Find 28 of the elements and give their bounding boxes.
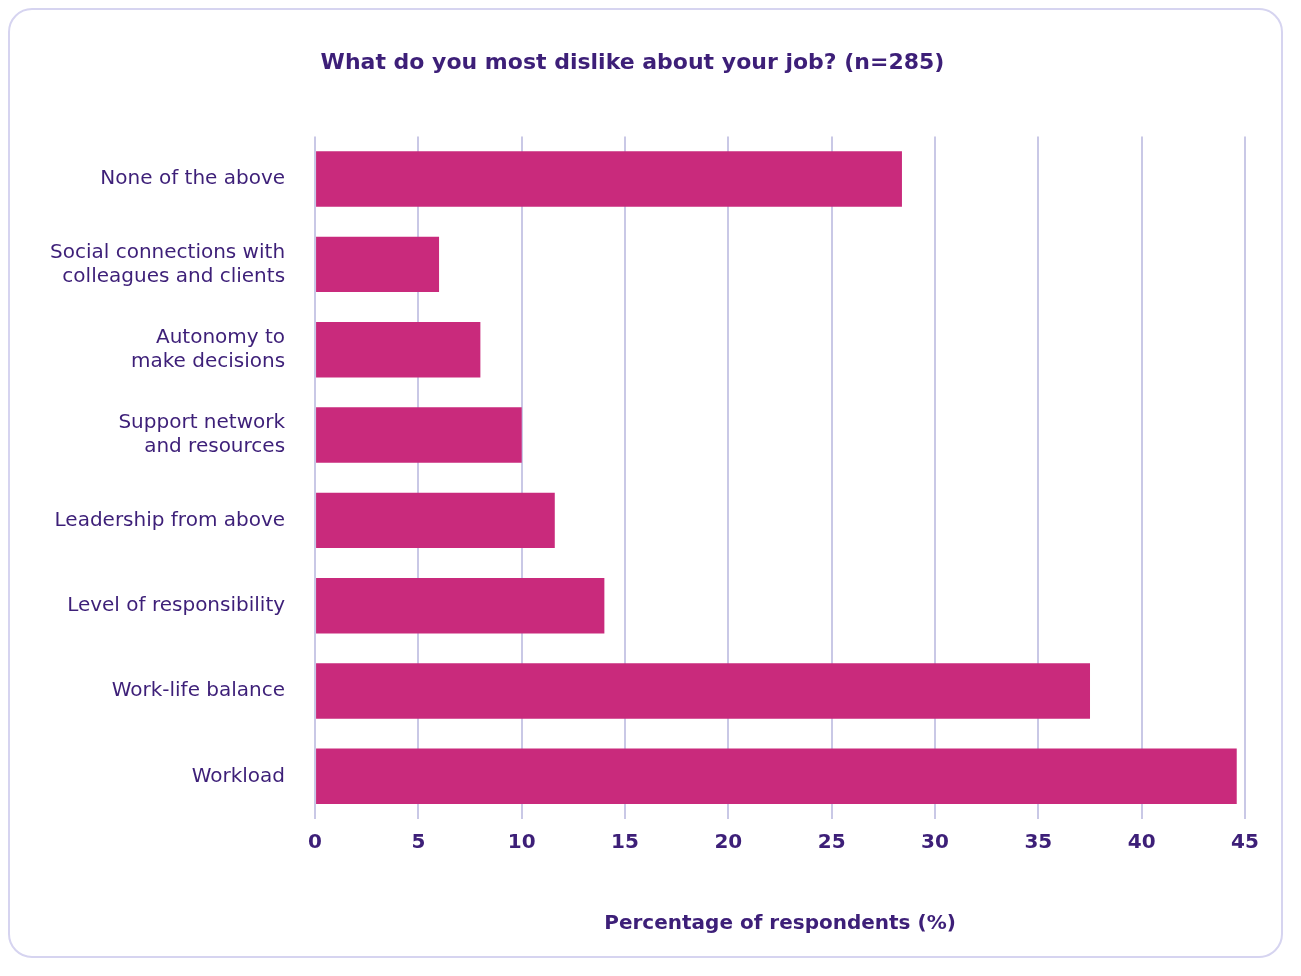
y-tick-label: Support network and resources xyxy=(118,409,286,458)
y-tick-label: Autonomy to make decisions xyxy=(130,323,286,372)
x-tick-label: 15 xyxy=(611,829,639,854)
y-tick-label: Work-life balance xyxy=(111,677,286,702)
y-tick-label: Leadership from above xyxy=(54,506,286,531)
bar xyxy=(316,236,440,293)
bar xyxy=(316,663,1091,719)
bar xyxy=(316,407,522,463)
x-tick-label: 10 xyxy=(507,829,536,854)
bar xyxy=(316,151,902,207)
x-tick-label: 5 xyxy=(411,829,426,854)
bar xyxy=(316,577,605,634)
x-tick-label: 35 xyxy=(1024,829,1053,854)
x-tick-label: 40 xyxy=(1127,829,1156,854)
x-tick-label: 30 xyxy=(921,829,949,854)
x-tick-label: 45 xyxy=(1231,829,1259,854)
bar xyxy=(316,748,1237,805)
x-tick-label: 0 xyxy=(308,829,323,854)
bar xyxy=(316,321,481,378)
y-tick-label: Level of responsibility xyxy=(67,591,286,616)
chart-title: What do you most dislike about your job? (n=285) xyxy=(320,48,945,74)
y-tick-label: Social connections with colleagues and clients xyxy=(50,238,286,287)
x-tick-label: 25 xyxy=(817,829,846,854)
y-tick-label: None of the above xyxy=(100,165,286,190)
x-axis-title: Percentage of respondents (%) xyxy=(604,910,956,935)
x-tick-label: 20 xyxy=(714,829,743,854)
y-tick-label: Workload xyxy=(191,762,286,787)
bar xyxy=(316,492,555,549)
